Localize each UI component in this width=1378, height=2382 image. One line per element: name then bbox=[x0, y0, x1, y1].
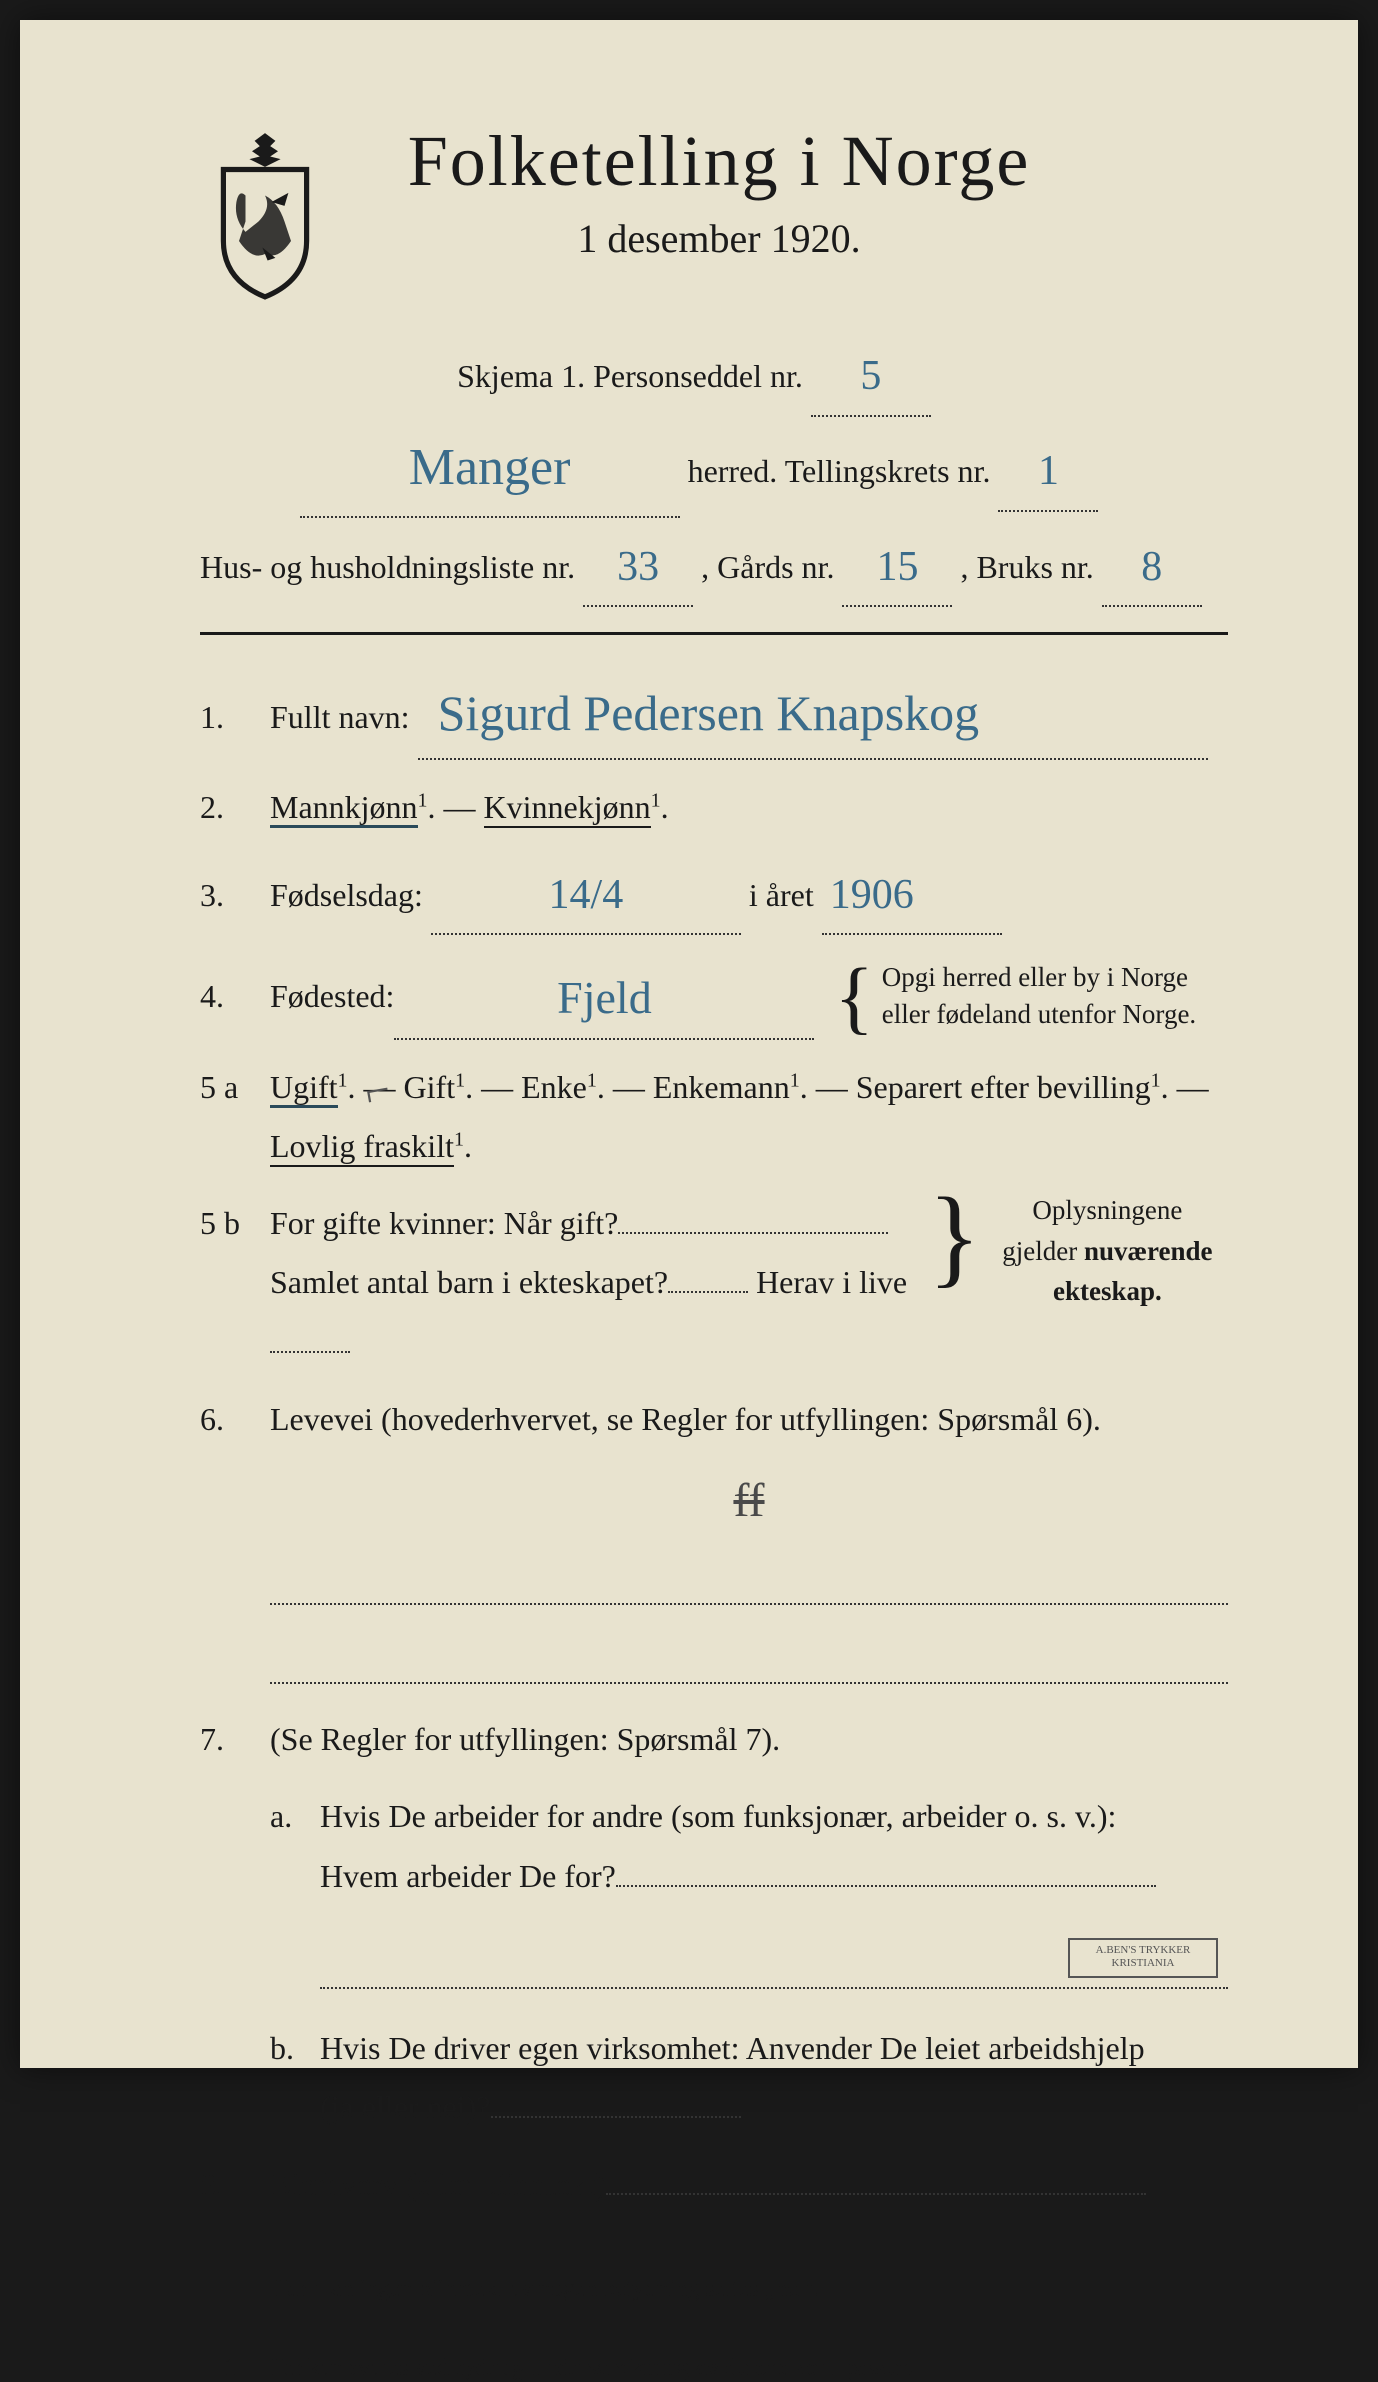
q8-label: Bierhverv (eller biinntekt) bbox=[270, 2166, 606, 2202]
q5a-opt1: Gift bbox=[404, 1069, 456, 1105]
q2-mann: Mannkjønn bbox=[270, 789, 418, 828]
printer-stamp: A.BEN'S TRYKKER KRISTIANIA bbox=[1068, 1938, 1218, 1978]
q5a-num: 5 a bbox=[200, 1069, 270, 1106]
q1-value: Sigurd Pedersen Knapskog bbox=[438, 667, 980, 760]
title-block: Folketelling i Norge 1 desember 1920. bbox=[360, 120, 1228, 262]
personseddel-nr: 5 bbox=[860, 337, 881, 417]
q1-num: 1. bbox=[200, 699, 270, 736]
skjema-label: Skjema 1. Personseddel nr. bbox=[457, 358, 803, 394]
q5b-note: } Oplysningene gjelder nuværende ekteska… bbox=[928, 1190, 1228, 1312]
q7b-l2: (ja eller nei)? bbox=[320, 2089, 491, 2125]
hus-prefix: Hus- og husholdningsliste nr. bbox=[200, 549, 575, 585]
gard-nr: 15 bbox=[876, 528, 918, 608]
bruk-label: , Bruks nr. bbox=[960, 549, 1093, 585]
q3-mid: i året bbox=[749, 877, 814, 913]
q3-row: 3. Fødselsdag: 14/4 i året 1906 bbox=[200, 855, 1228, 935]
list-nr: 33 bbox=[617, 528, 659, 608]
q4-value: Fjeld bbox=[557, 955, 652, 1040]
footnote-sep bbox=[200, 2338, 400, 2340]
q6-blank-2 bbox=[270, 1633, 1228, 1684]
q7a-l2: Hvem arbeider De for? bbox=[320, 1858, 616, 1894]
q3-day: 14/4 bbox=[549, 857, 624, 935]
divider-1 bbox=[200, 632, 1228, 635]
q2-kvin: Kvinnekjønn bbox=[484, 789, 651, 828]
herred-line: Manger herred. Tellingskrets nr. 1 bbox=[170, 417, 1228, 518]
q7-num: 7. bbox=[200, 1721, 270, 1758]
hus-line: Hus- og husholdningsliste nr. 33 , Gårds… bbox=[200, 526, 1228, 608]
q5a-row: 5 a ⌐ Ugift1. — Gift1. — Enke1. — Enkema… bbox=[200, 1058, 1228, 1176]
q7-label: (Se Regler for utfyllingen: Spørsmål 7). bbox=[270, 1721, 780, 1757]
main-title: Folketelling i Norge bbox=[210, 120, 1228, 203]
q4-row: 4. Fødested: Fjeld { Opgi herred eller b… bbox=[200, 953, 1228, 1040]
herred-label: herred. Tellingskrets nr. bbox=[688, 453, 991, 489]
q2-row: 2. Mannkjønn1. — Kvinnekjønn1. bbox=[200, 778, 1228, 837]
q5b-l2a: Samlet antal barn i ekteskapet? bbox=[270, 1264, 668, 1300]
q7a-l1: Hvis De arbeider for andre (som funksjon… bbox=[320, 1798, 1116, 1834]
q4-num: 4. bbox=[200, 978, 270, 1015]
q6-num: 6. bbox=[200, 1401, 270, 1438]
q7b-letter: b. bbox=[270, 2019, 320, 2137]
header: Folketelling i Norge 1 desember 1920. bbox=[200, 120, 1228, 300]
q1-label: Fullt navn: bbox=[270, 699, 410, 735]
q8-num: 8. bbox=[200, 2166, 270, 2203]
q5b-l1: For gifte kvinner: Når gift? bbox=[270, 1205, 618, 1241]
q5a-line2: Lovlig fraskilt bbox=[270, 1128, 454, 1167]
q2-num: 2. bbox=[200, 789, 270, 826]
krets-nr: 1 bbox=[1038, 432, 1059, 512]
skjema-line: Skjema 1. Personseddel nr. 5 bbox=[160, 335, 1228, 417]
q6-label: Levevei (hovederhvervet, se Regler for u… bbox=[270, 1401, 1101, 1437]
subtitle: 1 desember 1920. bbox=[210, 215, 1228, 262]
q6-row: 6. Levevei (hovederhvervet, se Regler fo… bbox=[200, 1390, 1228, 1692]
herred-name: Manger bbox=[409, 419, 571, 518]
census-form-page: Folketelling i Norge 1 desember 1920. Sk… bbox=[20, 20, 1358, 2068]
q5b-row: 5 b } Oplysningene gjelder nuværende ekt… bbox=[200, 1194, 1228, 1372]
q5b-l2b: Herav i live bbox=[756, 1264, 907, 1300]
q7-row: 7. (Se Regler for utfyllingen: Spørsmål … bbox=[200, 1710, 1228, 2137]
q6-mark: ff bbox=[270, 1457, 1228, 1546]
q5a-opt2: Enke bbox=[521, 1069, 587, 1105]
footnote-1: Har man ingen biinntekt av nogen betydni… bbox=[270, 2276, 1228, 2303]
q8-row: 8. Bierhverv (eller biinntekt) bbox=[200, 2155, 1228, 2214]
q1-row: 1. Fullt navn: Sigurd Pedersen Knapskog bbox=[200, 665, 1228, 760]
q5a-opt0: Ugift bbox=[270, 1069, 338, 1108]
bruk-nr: 8 bbox=[1141, 528, 1162, 608]
q5a-opt3: Enkemann bbox=[653, 1069, 790, 1105]
footnote-2: 1 Her kan svares ved tydelig understrekn… bbox=[200, 2355, 1228, 2382]
q5b-num: 5 b bbox=[200, 1205, 270, 1242]
divider-2 bbox=[200, 2244, 1228, 2246]
gard-label: , Gårds nr. bbox=[701, 549, 834, 585]
q3-year: 1906 bbox=[830, 857, 914, 935]
q3-label: Fødselsdag: bbox=[270, 877, 423, 913]
q4-note: { Opgi herred eller by i Norge eller fød… bbox=[834, 959, 1196, 1035]
q6-blank-1 bbox=[270, 1554, 1228, 1605]
q5a-opt4: Separert efter bevilling bbox=[856, 1069, 1151, 1105]
q3-num: 3. bbox=[200, 877, 270, 914]
q7a-letter: a. bbox=[270, 1787, 320, 1997]
q4-label: Fødested: bbox=[270, 967, 394, 1026]
